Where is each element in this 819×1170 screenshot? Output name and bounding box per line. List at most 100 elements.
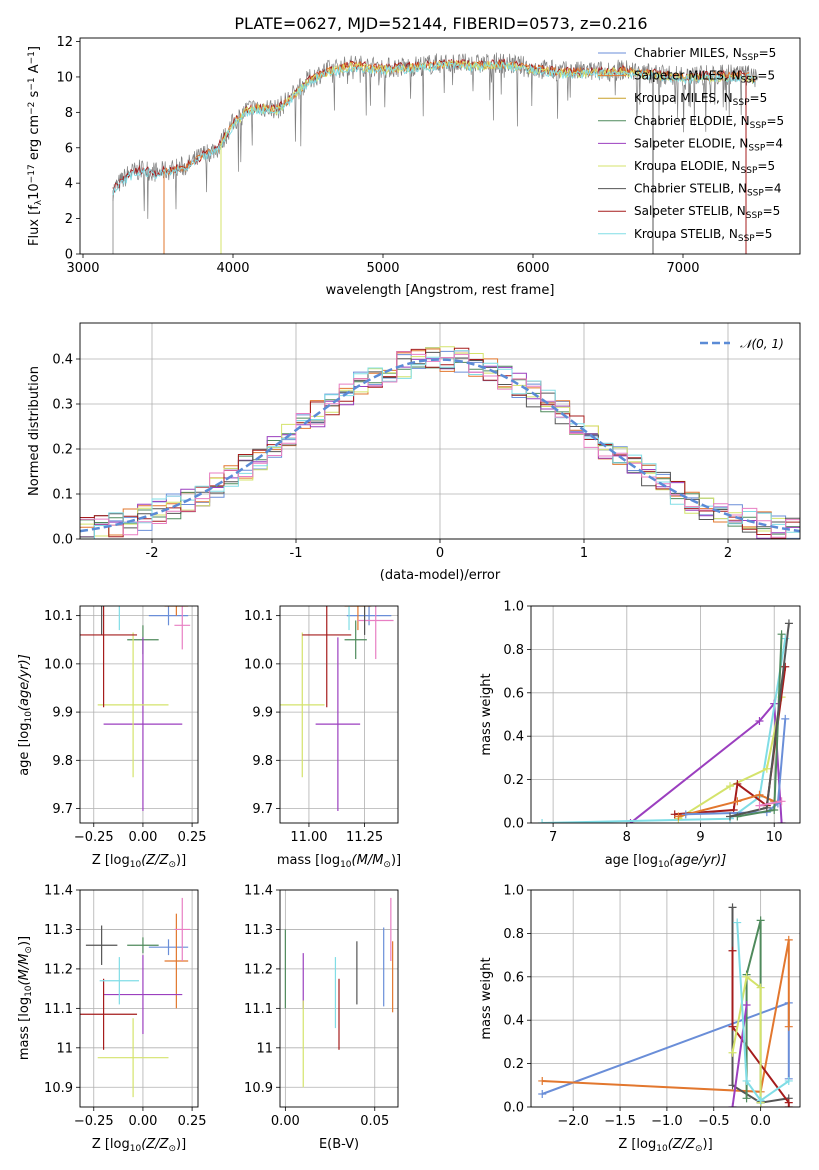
y-axis-label: Normed distribution bbox=[27, 366, 42, 496]
axes-frame bbox=[530, 889, 801, 1108]
x-tick-label: 10 bbox=[766, 830, 783, 845]
y-tick-label: 0.4 bbox=[503, 730, 524, 745]
x-tick-label: 4000 bbox=[216, 261, 249, 276]
mass-weight-marker bbox=[538, 1076, 547, 1085]
mass-weight-marker bbox=[770, 805, 779, 814]
residuals-panel: -2 -1 0 1 2 0.0 0.1 0.2 0.3 0.4 𝒩(0, 1) (data-model… bbox=[27, 322, 801, 583]
normal-distribution-curve bbox=[80, 358, 800, 533]
mass-weight-line bbox=[678, 793, 775, 818]
mass-weight-marker bbox=[670, 810, 679, 819]
y-tick-label: 9.8 bbox=[252, 754, 273, 769]
mass-weight-line bbox=[677, 696, 783, 820]
x-axis-label: wavelength [Angstrom, rest frame] bbox=[326, 283, 555, 298]
x-axis-label: age [log10(age/yr)] bbox=[605, 853, 727, 870]
axes-frame bbox=[530, 605, 801, 824]
mass-weight-marker bbox=[725, 812, 734, 821]
axes-frame bbox=[79, 322, 801, 540]
mass-weight-marker bbox=[733, 797, 742, 806]
y-axis-label: mass weight bbox=[479, 957, 494, 1039]
mass-weight-marker bbox=[538, 819, 547, 823]
y-tick-label: 9.9 bbox=[52, 706, 73, 721]
y-tick-label: 10.0 bbox=[44, 657, 73, 672]
x-axis-label: (data-model)/error bbox=[380, 568, 501, 583]
y-tick-label: 11.2 bbox=[244, 962, 273, 977]
plot-area bbox=[80, 897, 191, 1098]
mass-weight-line bbox=[745, 920, 762, 1103]
y-tick-label: 9.9 bbox=[252, 706, 273, 721]
y-tick-label: 1.0 bbox=[503, 884, 524, 899]
axes: 11.00 11.25 9.7 9.8 9.9 10.0 10.1 bbox=[244, 605, 399, 845]
y-tick-label: 0.6 bbox=[503, 970, 524, 985]
legend-label: Chabrier ELODIE, NSSP=5 bbox=[634, 114, 784, 131]
model-spectrum-line bbox=[112, 60, 756, 196]
mass-weight-marker bbox=[755, 717, 764, 726]
x-tick-label: 3000 bbox=[66, 261, 99, 276]
axes-frame bbox=[79, 605, 199, 824]
x-axis-label: mass [log10(M/M⊙)] bbox=[277, 853, 401, 870]
x-tick-label: 0.25 bbox=[178, 830, 207, 845]
y-tick-label: 9.8 bbox=[52, 754, 73, 769]
mass-weight-line bbox=[731, 1004, 748, 1107]
y-tick-label: 0.0 bbox=[503, 1101, 524, 1116]
legend-label: Kroupa STELIB, NSSP=5 bbox=[634, 227, 772, 244]
x-tick-label: 8 bbox=[623, 830, 631, 845]
y-tick-label: 10.1 bbox=[244, 609, 273, 624]
mass-weight-line bbox=[759, 800, 782, 807]
axes: 7 8 9 10 0.0 0.2 0.4 0.6 0.8 1.0 bbox=[503, 600, 801, 845]
y-tick-label: 0.8 bbox=[503, 643, 524, 658]
mass-weight-marker bbox=[681, 810, 690, 819]
y-tick-label: 11.1 bbox=[244, 1002, 273, 1017]
y-tick-label: 0.8 bbox=[503, 927, 524, 942]
x-axis-label: Z [log10(Z/Z⊙)] bbox=[92, 1137, 186, 1154]
legend-label: Chabrier STELIB, NSSP=4 bbox=[634, 182, 782, 199]
mass-vs-metallicity-panel: −0.25 0.00 0.25 10.9 11 11.1 11.2 11.3 11.4 Z [lo… bbox=[17, 884, 207, 1154]
y-tick-label: 0.0 bbox=[503, 817, 524, 832]
mass-weight-marker bbox=[755, 801, 764, 810]
plot-area bbox=[112, 52, 759, 254]
mass-weight-marker bbox=[781, 714, 790, 723]
y-tick-label: 2 bbox=[65, 212, 73, 227]
axes-frame bbox=[79, 889, 199, 1108]
axes: 0.00 0.05 10.9 11 11.1 11.2 11.3 11.4 bbox=[244, 884, 399, 1129]
y-axis-label: Flux [fλ10−17 erg cm−2 s−1 A−1] bbox=[27, 46, 44, 246]
mass-weight-line bbox=[685, 718, 787, 816]
age-vs-mass-panel: 11.00 11.25 9.7 9.8 9.9 10.0 10.1 mass [log10(M… bbox=[244, 605, 401, 870]
y-tick-label: 1.0 bbox=[503, 600, 524, 615]
y-tick-label: 0.6 bbox=[503, 686, 524, 701]
grid bbox=[531, 605, 800, 824]
mass-weight-marker bbox=[784, 619, 793, 628]
mass-weight-marker bbox=[742, 972, 751, 981]
legend-label: Kroupa MILES, NSSP=5 bbox=[634, 91, 767, 108]
axes-frame bbox=[279, 889, 399, 1108]
plot-area bbox=[80, 346, 800, 539]
x-tick-label: 11.25 bbox=[346, 830, 383, 845]
mass-weight-marker bbox=[755, 790, 764, 799]
y-tick-label: 11.4 bbox=[44, 884, 73, 899]
x-tick-label: 1 bbox=[580, 546, 588, 561]
weight-vs-age-panel: 7 8 9 10 0.0 0.2 0.4 0.6 0.8 1.0 age [log10(age/yr… bbox=[479, 600, 801, 870]
y-tick-label: 0.1 bbox=[52, 488, 73, 503]
y-tick-label: 0.2 bbox=[503, 773, 524, 788]
mass-weight-marker bbox=[728, 1048, 737, 1057]
y-tick-label: 9.7 bbox=[252, 802, 273, 817]
y-axis-label: mass [log10(M/M⊙)] bbox=[17, 936, 34, 1060]
legend-label: Chabrier MILES, NSSP=5 bbox=[634, 46, 776, 63]
y-tick-label: 11 bbox=[256, 1041, 273, 1056]
mass-weight-marker bbox=[777, 819, 786, 823]
y-tick-label: 0.2 bbox=[52, 443, 73, 458]
x-tick-label: −0.25 bbox=[74, 830, 114, 845]
mass-weight-line bbox=[542, 939, 790, 1093]
mass-weight-line bbox=[541, 1001, 790, 1095]
plot-area bbox=[284, 897, 394, 1088]
y-tick-label: 11 bbox=[56, 1041, 73, 1056]
x-axis-label: E(B-V) bbox=[319, 1137, 359, 1152]
x-tick-label: 7000 bbox=[666, 261, 699, 276]
model-spectrum-line bbox=[163, 59, 755, 254]
x-tick-label: −0.5 bbox=[698, 1114, 730, 1129]
mass-weight-marker bbox=[728, 1103, 737, 1107]
mass-weight-line bbox=[731, 975, 762, 1103]
mass-weight-marker bbox=[777, 630, 786, 639]
y-tick-label: 11.3 bbox=[44, 923, 73, 938]
spectrum-panel: 3000 4000 5000 6000 7000 0 2 4 6 8 10 12 Chabrier MI… bbox=[27, 35, 801, 298]
